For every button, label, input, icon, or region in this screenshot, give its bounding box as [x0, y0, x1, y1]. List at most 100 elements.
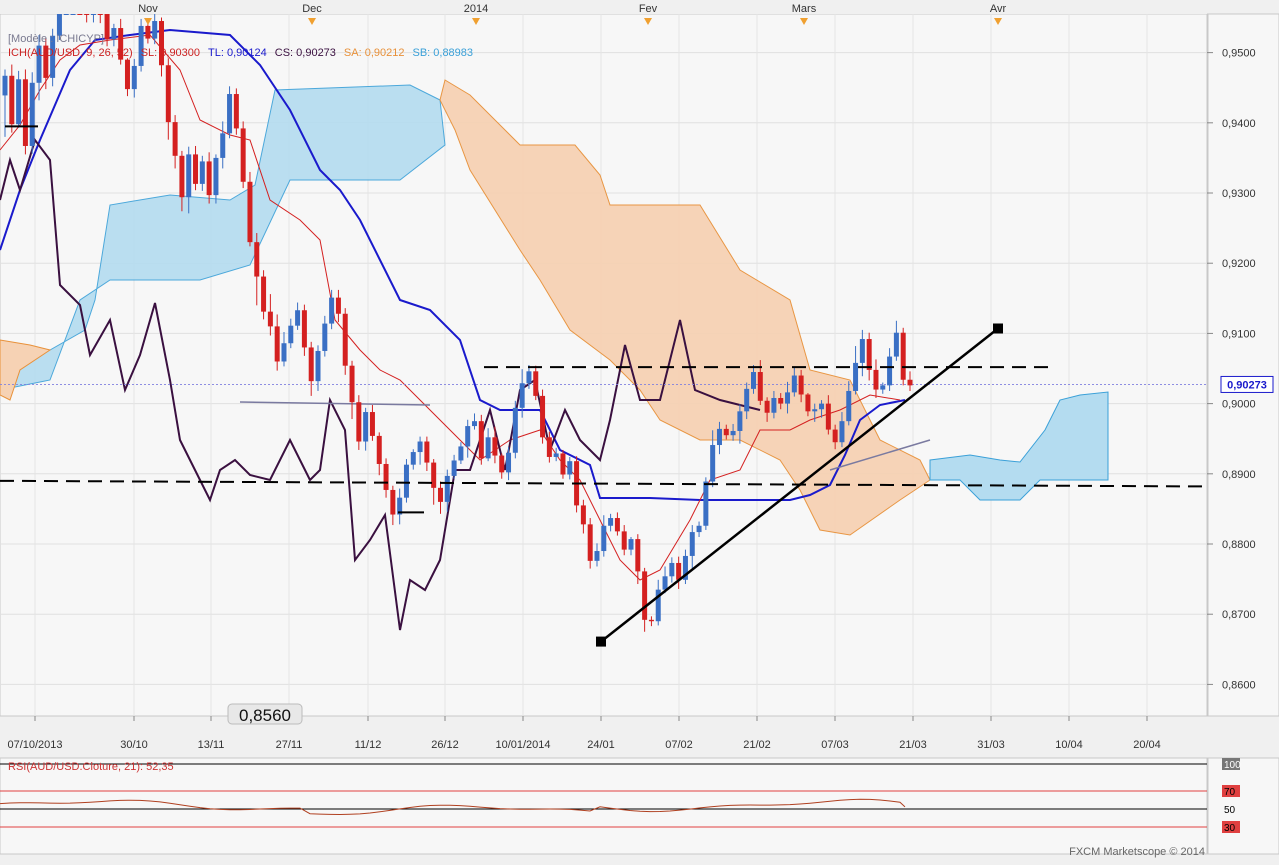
- candle-body: [451, 460, 457, 476]
- x-tick-label: 07/03: [821, 739, 849, 751]
- timeline-marker: [144, 18, 152, 25]
- bear-candle: [97, 14, 103, 24]
- date-axis: 07/10/2013 30/10 13/11 27/11 11/12 26/12 10/01…: [7, 716, 1161, 751]
- bull-candle: [227, 86, 233, 139]
- candle-body: [696, 525, 702, 533]
- trendline-anchor: [993, 323, 1003, 334]
- rsi-level-label: 50: [1224, 805, 1236, 816]
- candle-body: [893, 332, 899, 357]
- cloud-bull-segment: [929, 391, 1109, 501]
- candle-body: [519, 383, 525, 408]
- rsi-line: [0, 798, 906, 816]
- bull-candle: [716, 421, 722, 455]
- candle-body: [274, 326, 280, 362]
- bull-candle: [152, 14, 158, 45]
- bull-candle: [199, 155, 205, 191]
- candle-body: [267, 311, 273, 327]
- candle-body: [655, 589, 661, 622]
- candle-body: [233, 94, 239, 129]
- candle-body: [261, 276, 267, 312]
- candle-body: [873, 369, 879, 390]
- bear-candle: [723, 424, 729, 440]
- y-tick-label: 0,9500: [1222, 48, 1256, 60]
- bull-candle: [56, 14, 62, 40]
- bull-candle: [451, 454, 457, 479]
- timeline-marker: [472, 18, 480, 25]
- bear-candle: [240, 121, 246, 189]
- bear-candle: [546, 431, 552, 463]
- trendline-anchor: [596, 636, 606, 647]
- bear-candle: [84, 14, 90, 23]
- bear-candle: [193, 145, 199, 191]
- candle-body: [220, 133, 226, 158]
- current-price-value: 0,90273: [1227, 379, 1267, 391]
- bear-candle: [104, 14, 110, 47]
- candle-body: [342, 313, 348, 366]
- bear-candle: [383, 458, 389, 498]
- legend-item: SA: 0,90212: [344, 47, 405, 59]
- y-tick-label: 0,9200: [1222, 258, 1256, 270]
- timeline-bar: [0, 0, 1207, 14]
- bull-candle: [363, 407, 369, 451]
- legend-item: ICH(AUD/USD, 9, 26, 52): [8, 47, 133, 59]
- candle-body: [397, 497, 403, 515]
- bear-candle: [233, 88, 239, 135]
- candle-body: [9, 75, 15, 125]
- bear-candle: [900, 327, 906, 386]
- bull-candle: [295, 302, 301, 330]
- bull-candle: [819, 400, 825, 418]
- candle-body: [281, 343, 287, 362]
- candle-body: [703, 481, 709, 526]
- candle-body: [376, 435, 382, 464]
- candle-body: [710, 445, 716, 482]
- candle-body: [642, 571, 648, 620]
- candle-body: [771, 397, 777, 413]
- rsi-level-badge: [1222, 758, 1240, 770]
- bull-candle: [29, 72, 35, 154]
- bear-candle: [587, 518, 593, 569]
- candle-body: [193, 154, 199, 184]
- bear-candle: [873, 359, 879, 398]
- candle-body: [424, 441, 430, 463]
- candle-body: [716, 428, 722, 446]
- candle-body: [594, 551, 600, 561]
- bull-candle: [16, 70, 22, 128]
- rsi-level-label: 70: [1224, 787, 1236, 798]
- bear-candle: [356, 395, 362, 450]
- bull-candle: [410, 449, 416, 470]
- y-tick-label: 0,8700: [1222, 609, 1256, 621]
- candle-body: [553, 453, 559, 457]
- bull-candle: [526, 365, 532, 389]
- bull-candle: [655, 579, 661, 626]
- bear-candle: [159, 17, 165, 77]
- bear-candle: [206, 152, 212, 204]
- bear-candle: [424, 436, 430, 472]
- x-tick-label: 21/03: [899, 739, 927, 751]
- bear-candle: [172, 115, 178, 169]
- bear-candle: [764, 397, 770, 422]
- candle-body: [526, 371, 532, 384]
- bear-candle: [540, 389, 546, 444]
- candle-body: [723, 428, 729, 436]
- bear-candle: [832, 424, 838, 450]
- timeline-label: 2014: [464, 3, 488, 15]
- bull-candle: [506, 447, 512, 481]
- bear-candle: [335, 289, 341, 323]
- candle-body: [778, 397, 784, 404]
- bull-candle: [662, 566, 668, 594]
- bull-candle: [131, 58, 137, 98]
- bull-candle: [567, 456, 573, 480]
- bear-candle: [825, 395, 831, 435]
- candle-body: [587, 524, 593, 561]
- candle-body: [240, 128, 246, 182]
- candle-body: [512, 407, 518, 453]
- bull-candle: [696, 521, 702, 537]
- y-tick-label: 0,9300: [1222, 188, 1256, 200]
- x-tick-label: 11/12: [355, 739, 382, 751]
- legend-item: SL: 0,90300: [141, 47, 200, 59]
- timeline-marker: [308, 18, 316, 25]
- bull-candle: [771, 390, 777, 419]
- candle-body: [172, 122, 178, 156]
